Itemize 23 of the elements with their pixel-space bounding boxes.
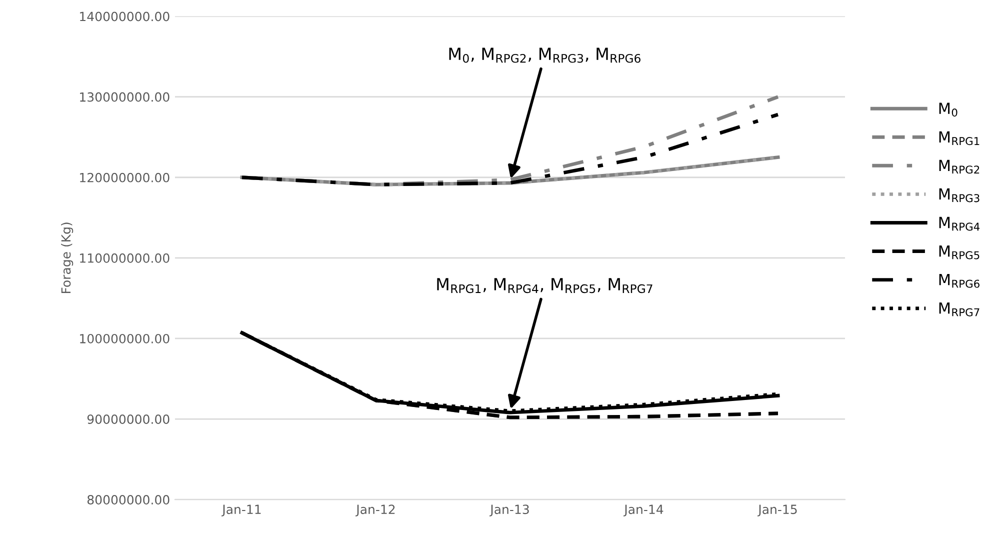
y-tick-label: 90000000.00 <box>87 414 170 424</box>
annotation: M$_{0}$, M$_{RPG2}$, M$_{RPG3}$, M$_{RPG6}$ <box>449 48 640 63</box>
legend-label: M$_{RPG1}$ <box>939 131 980 146</box>
y-tick-label: 130000000.00 <box>80 92 170 102</box>
x-tick-label: Jan-11 <box>222 504 261 516</box>
y-axis-title: Forage (Kg) <box>61 222 74 294</box>
x-tick-label: Jan-14 <box>624 504 664 516</box>
x-tick-label: Jan-12 <box>356 504 395 516</box>
y-tick-label: 100000000.00 <box>80 334 170 344</box>
annotation: M$_{RPG1}$, M$_{RPG4}$, M$_{RPG5}$, M$_{RPG7}$ <box>437 278 652 294</box>
legend-label: M$_{RPG7}$ <box>939 302 980 316</box>
legend-label: M$_{RPG4}$ <box>939 216 980 231</box>
y-tick-label: 110000000.00 <box>80 253 170 263</box>
y-tick-label: 140000000.00 <box>80 12 170 22</box>
legend-label: M$_{RPG2}$ <box>939 160 980 174</box>
legend-label: M$_{RPG3}$ <box>939 188 980 202</box>
y-tick-label: 80000000.00 <box>87 495 170 504</box>
legend-label: M$_{RPG6}$ <box>939 274 980 288</box>
y-tick-label: 120000000.00 <box>80 172 170 182</box>
x-tick-label: Jan-13 <box>490 504 529 516</box>
x-tick-label: Jan-15 <box>758 504 797 516</box>
legend-label: M$_{0}$ <box>939 102 958 117</box>
legend-label: M$_{RPG5}$ <box>939 245 980 260</box>
